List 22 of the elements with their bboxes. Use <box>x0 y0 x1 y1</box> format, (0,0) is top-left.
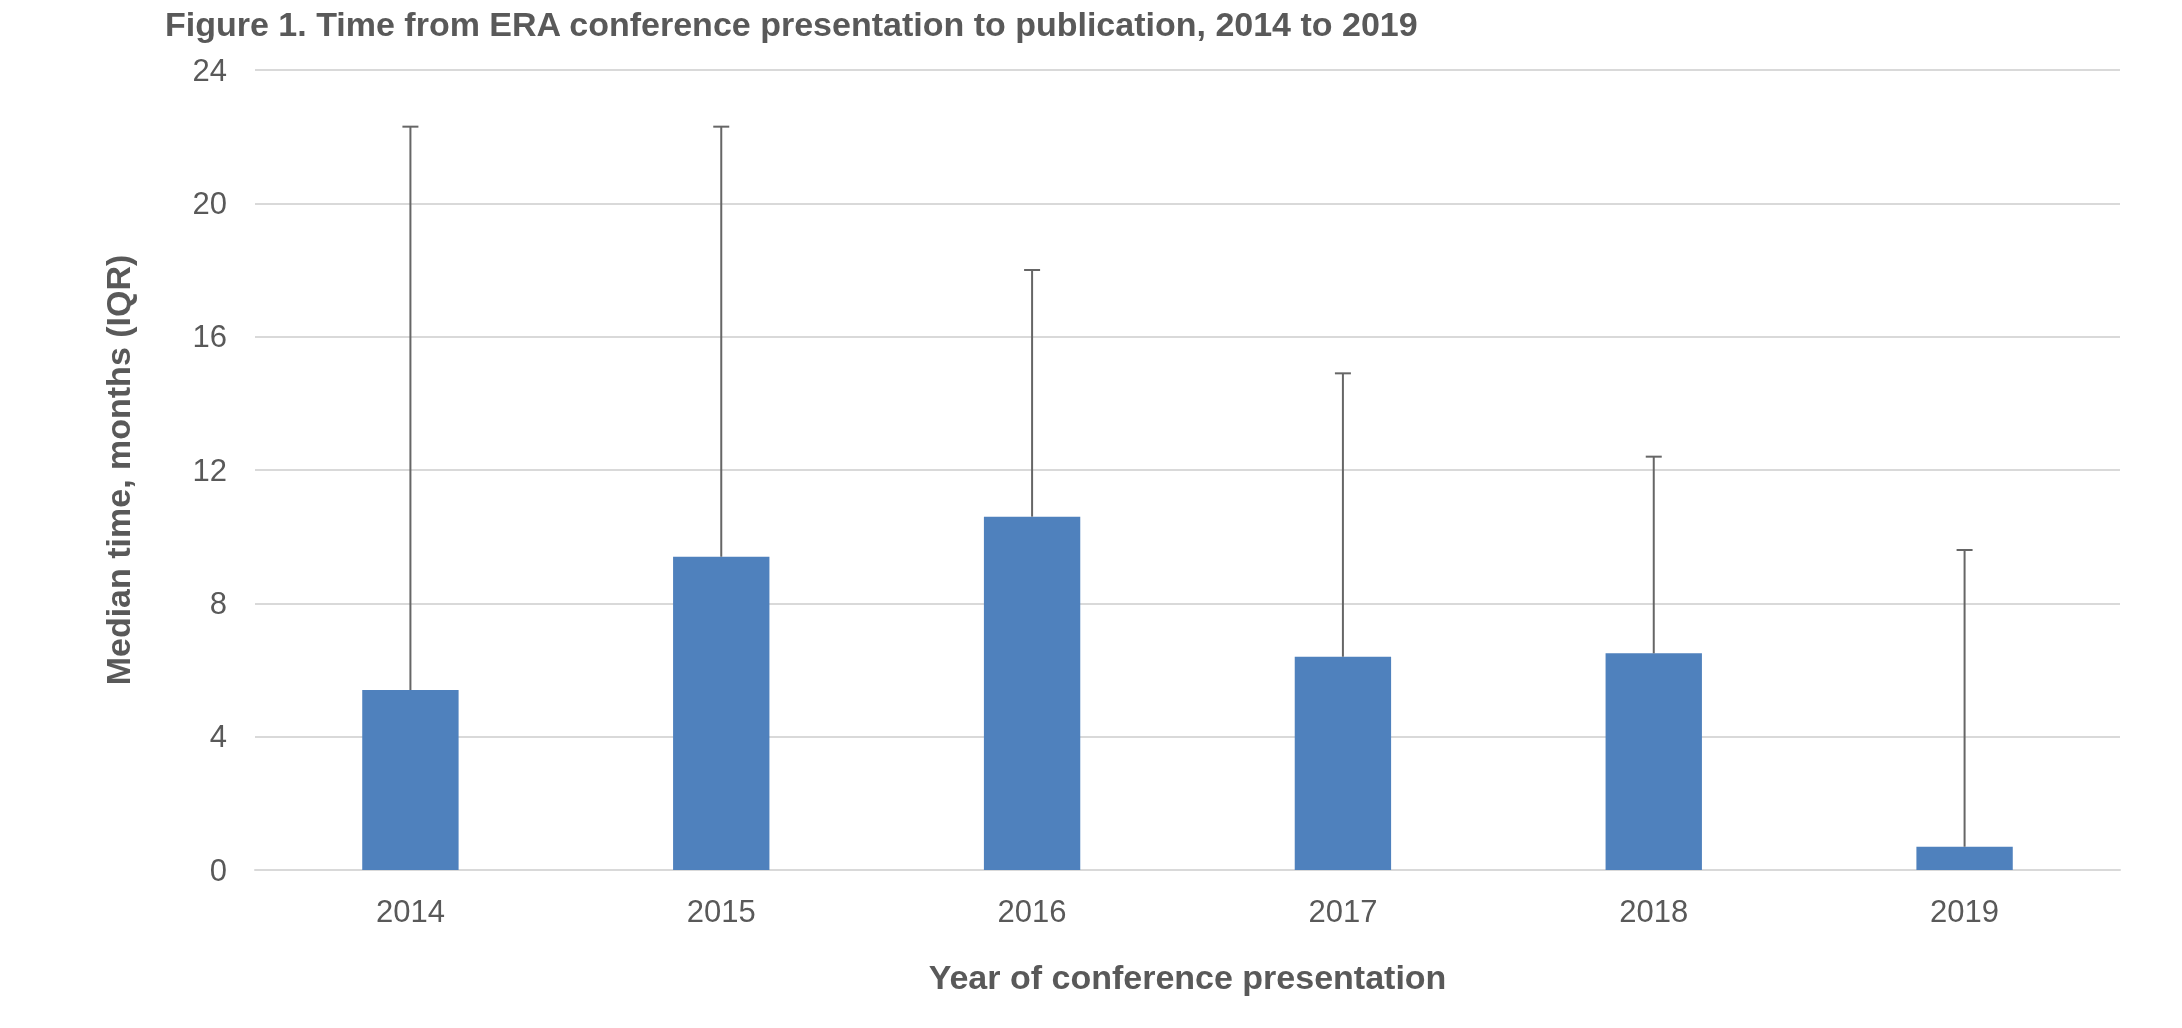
y-tick-label: 24 <box>192 52 227 88</box>
bar <box>673 556 770 870</box>
y-tick-label: 20 <box>192 185 227 221</box>
y-tick-label: 16 <box>192 319 227 355</box>
x-tick-label: 2018 <box>1619 894 1689 929</box>
x-tick-label: 2019 <box>1930 894 2000 929</box>
x-axis-title: Year of conference presentation <box>928 958 1447 996</box>
bar <box>1294 656 1392 870</box>
x-tick-label: 2016 <box>997 894 1067 929</box>
y-tick-label: 0 <box>209 852 227 888</box>
bar <box>362 690 459 870</box>
y-axis-title: Median time, months (IQR) <box>99 254 137 686</box>
bar <box>1605 653 1702 870</box>
x-tick-label: 2015 <box>686 894 756 929</box>
y-tick-label: 8 <box>209 585 227 621</box>
y-tick-label: 12 <box>192 452 227 488</box>
x-tick-label: 2014 <box>375 894 445 929</box>
bar <box>1916 846 2013 870</box>
bar <box>983 516 1081 870</box>
chart-title: Figure 1. Time from ERA conference presentation to publication, 2014 to 2019 <box>165 5 1418 43</box>
x-tick-label: 2017 <box>1308 894 1378 929</box>
y-tick-label: 4 <box>209 719 227 755</box>
